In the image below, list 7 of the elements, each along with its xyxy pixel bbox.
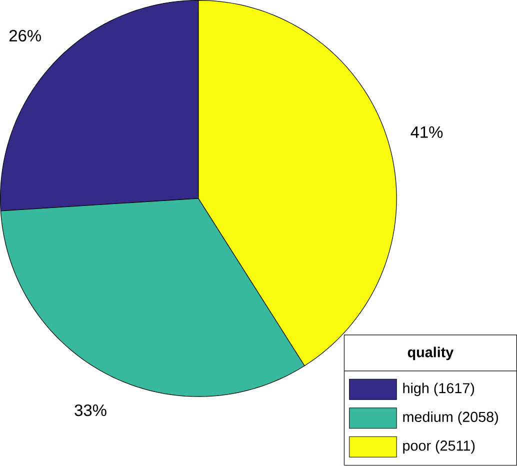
data-label: 26% [10, 30, 41, 42]
legend-label: high (1617) [403, 382, 474, 396]
data-label: 33% [74, 404, 106, 416]
data-label: 41% [410, 126, 443, 138]
legend-label: medium (2058) [403, 412, 498, 425]
legend-title: quality [408, 346, 454, 360]
legend-label: poor (2511) [403, 440, 475, 454]
